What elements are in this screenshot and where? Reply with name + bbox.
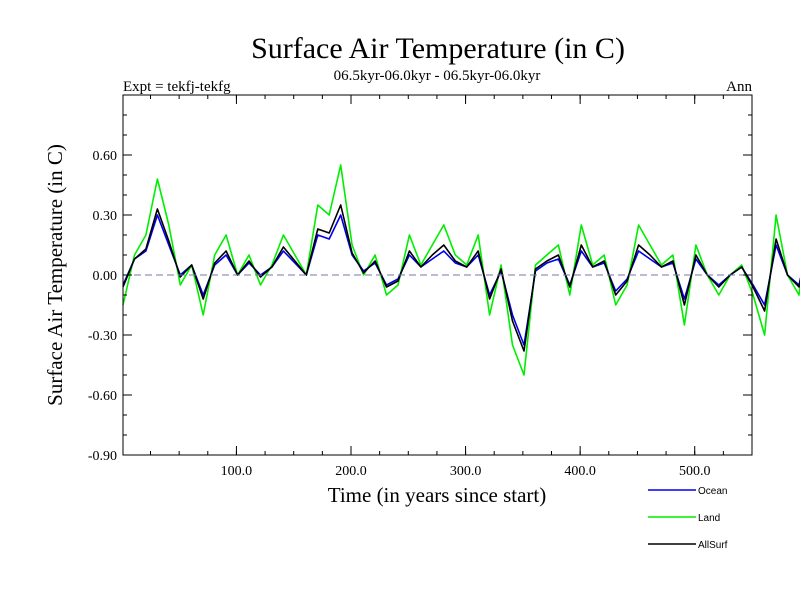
x-tick-label: 500.0	[679, 464, 711, 479]
x-tick-label: 100.0	[221, 464, 253, 479]
experiment-label: Expt = tekfj-tekfg	[123, 79, 231, 95]
y-axis-title: Surface Air Temperature (in C)	[43, 144, 67, 406]
y-tick-label: 0.30	[93, 209, 118, 224]
season-label: Ann	[726, 79, 752, 95]
plot-frame	[122, 94, 753, 456]
y-tick-label: 0.60	[93, 149, 118, 164]
period-label: 06.5kyr-06.0kyr - 06.5kyr-06.0kyr	[334, 68, 541, 84]
y-tick-label: -0.60	[88, 389, 117, 404]
chart-title: Surface Air Temperature (in C)	[251, 32, 625, 65]
y-tick-label: -0.30	[88, 329, 117, 344]
x-tick-label: 200.0	[335, 464, 367, 479]
x-tick-label: 300.0	[450, 464, 482, 479]
x-tick-label: 400.0	[564, 464, 596, 479]
legend-label-land: Land	[698, 513, 720, 524]
x-axis-title: Time (in years since start)	[328, 483, 547, 507]
legend-label-ocean: Ocean	[698, 486, 727, 497]
y-tick-label: -0.90	[88, 449, 117, 464]
legend-label-allsurf: AllSurf	[698, 540, 728, 551]
y-tick-label: 0.00	[93, 269, 118, 284]
legend: Ocean Land AllSurf	[648, 486, 728, 551]
